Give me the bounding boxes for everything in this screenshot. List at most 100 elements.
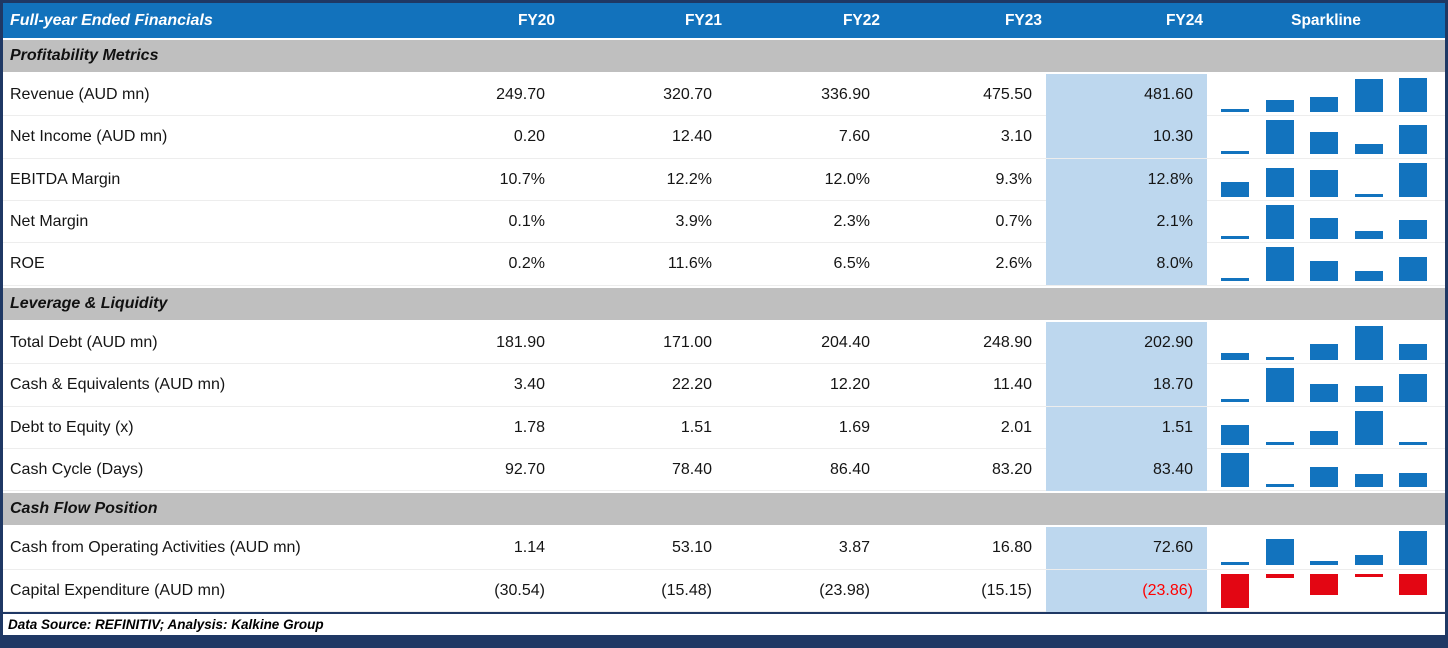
spark-bar <box>1310 169 1338 197</box>
spark-bar <box>1265 368 1294 403</box>
value-cell-fy24: 10.30 <box>1046 116 1207 159</box>
value-cell-fy21: 1.51 <box>680 418 712 436</box>
sparkline <box>1221 325 1427 360</box>
spark-bar <box>1399 441 1427 445</box>
table-row: Revenue (AUD mn) 249.70 320.70 336.90 475.50… <box>3 74 1445 117</box>
spark-bar <box>1310 132 1338 155</box>
sparkline-cell <box>1207 74 1445 116</box>
value-cell-fy24: (23.86) <box>1046 569 1207 612</box>
value-cell-fy22: 1.69 <box>838 418 870 436</box>
value-cell-fy21: 11.6% <box>667 255 712 273</box>
value-cell-fy20: 10.7% <box>499 170 545 188</box>
value-cell-fy20: 0.2% <box>508 255 545 273</box>
bottom-border-bar <box>3 635 1445 645</box>
value-cell-fy22: 86.40 <box>829 460 870 478</box>
column-header-fy24: FY24 <box>1165 11 1203 29</box>
value-cell-fy21: 22.20 <box>671 376 712 394</box>
value-cell-fy23: 0.7% <box>995 213 1032 231</box>
value-cell-fy20: 0.1% <box>508 213 545 231</box>
table-row: Total Debt (AUD mn) 181.90 171.00 204.40 248… <box>3 321 1445 365</box>
value-cell-fy23: 2.01 <box>1000 418 1032 436</box>
section-header: Cash Flow Position <box>3 491 1445 528</box>
spark-bar <box>1399 374 1427 403</box>
value-cell-fy20: 3.40 <box>513 376 545 394</box>
row-label: Capital Expenditure (AUD mn) <box>10 581 226 599</box>
section-header: Profitability Metrics <box>3 38 1445 74</box>
spark-bar <box>1310 466 1338 487</box>
value-cell-fy22: 7.60 <box>838 128 870 146</box>
value-cell-fy20: 0.20 <box>513 128 545 146</box>
row-label: EBITDA Margin <box>10 170 121 188</box>
spark-bar <box>1310 573 1338 595</box>
spark-bar <box>1221 151 1249 155</box>
sparkline-cell <box>1207 449 1445 491</box>
value-cell-fy22: 6.5% <box>833 255 870 273</box>
spark-bar <box>1265 483 1294 487</box>
value-cell-fy24: 8.0% <box>1046 243 1207 286</box>
value-cell-fy22: 204.40 <box>821 333 870 351</box>
row-label: Debt to Equity (x) <box>10 418 134 436</box>
spark-bar <box>1221 236 1249 240</box>
value-cell-fy23: 2.6% <box>995 255 1032 273</box>
spark-bar <box>1265 441 1294 445</box>
spark-bar <box>1221 452 1249 487</box>
spark-bar <box>1354 325 1383 360</box>
row-label: Net Income (AUD mn) <box>10 128 168 146</box>
sparkline <box>1221 410 1427 445</box>
spark-bar <box>1265 539 1294 566</box>
value-cell-fy21: 3.9% <box>675 213 712 231</box>
footer: Data Source: REFINITIV; Analysis: Kalkin… <box>3 612 1445 635</box>
spark-bar <box>1399 343 1427 360</box>
spark-bar <box>1399 220 1427 240</box>
sparkline-cell <box>1207 116 1445 158</box>
spark-bar <box>1265 167 1294 197</box>
spark-bar <box>1265 120 1294 155</box>
value-cell-fy23: 83.20 <box>991 460 1032 478</box>
spark-bar <box>1399 472 1427 487</box>
spark-bar <box>1265 356 1294 360</box>
sparkline-cell <box>1207 364 1445 406</box>
table-row: ROE 0.2% 11.6% 6.5% 2.6% 8.0% <box>3 243 1445 286</box>
sparkline <box>1221 573 1427 608</box>
row-label: Cash from Operating Activities (AUD mn) <box>10 539 301 557</box>
spark-bar <box>1354 144 1383 155</box>
column-header-fy23: FY23 <box>1004 11 1042 29</box>
value-cell-fy21: 12.40 <box>671 128 712 146</box>
spark-bar <box>1221 352 1249 360</box>
spark-bar <box>1221 181 1249 197</box>
sparkline-cell <box>1207 527 1445 569</box>
table-row: Capital Expenditure (AUD mn) (30.54) (15.4… <box>3 569 1445 612</box>
sparkline-cell <box>1207 159 1445 201</box>
table-row: Debt to Equity (x) 1.78 1.51 1.69 2.01 1.51 <box>3 406 1445 449</box>
sparkline <box>1221 205 1427 240</box>
sparkline <box>1221 162 1427 197</box>
value-cell-fy22: 12.0% <box>824 170 870 188</box>
sparkline <box>1221 452 1427 487</box>
value-cell-fy22: 3.87 <box>838 539 870 557</box>
spark-bar <box>1265 205 1294 240</box>
column-header-fy22: FY22 <box>842 11 880 29</box>
section-title: Profitability Metrics <box>10 47 159 64</box>
spark-bar <box>1399 257 1427 282</box>
row-label: Revenue (AUD mn) <box>10 86 150 103</box>
value-cell-fy23: 248.90 <box>983 333 1032 351</box>
table-row: Cash Cycle (Days) 92.70 78.40 86.40 83.20 83.… <box>3 448 1445 492</box>
value-cell-fy24: 12.8% <box>1046 158 1207 201</box>
sparkline <box>1221 531 1427 566</box>
section-header: Leverage & Liquidity <box>3 285 1445 322</box>
value-cell-fy20: 1.78 <box>513 418 545 436</box>
value-cell-fy24: 202.90 <box>1046 321 1207 364</box>
value-cell-fy22: 336.90 <box>821 86 870 103</box>
spark-bar <box>1221 573 1249 608</box>
row-label: Net Margin <box>10 213 89 231</box>
sparkline <box>1221 78 1427 112</box>
spark-bar <box>1354 555 1383 566</box>
spark-bar <box>1310 430 1338 445</box>
value-cell-fy20: 249.70 <box>496 86 545 103</box>
spark-bar <box>1310 384 1338 403</box>
value-cell-fy24: 2.1% <box>1046 201 1207 244</box>
value-cell-fy21: 320.70 <box>663 86 712 103</box>
spark-bar <box>1310 343 1338 360</box>
row-label: ROE <box>10 255 45 273</box>
spark-bar <box>1399 78 1427 112</box>
